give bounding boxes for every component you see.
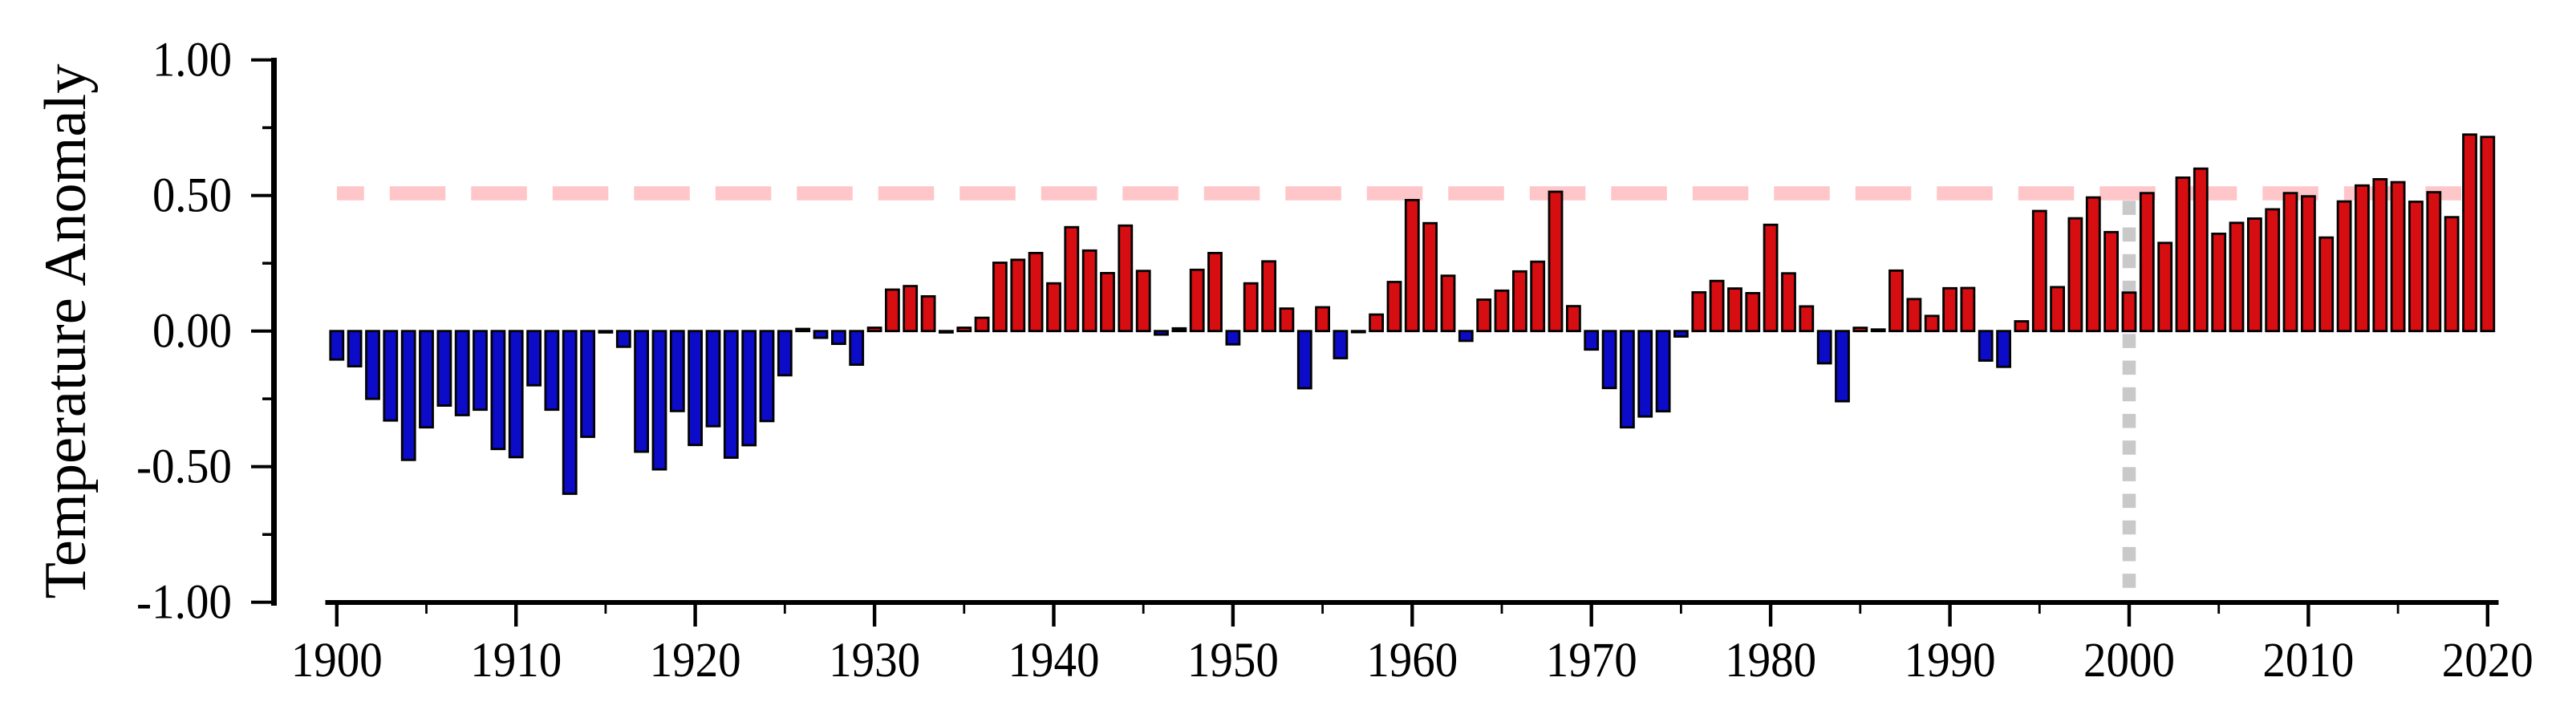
svg-text:0.00: 0.00: [152, 305, 232, 359]
svg-text:-0.50: -0.50: [136, 440, 232, 494]
svg-text:Temperature Anomaly: Temperature Anomaly: [33, 64, 99, 599]
svg-text:1960: 1960: [1366, 634, 1458, 688]
svg-text:0.50: 0.50: [152, 169, 232, 223]
svg-text:1900: 1900: [291, 634, 383, 688]
svg-text:2020: 2020: [2442, 634, 2533, 688]
svg-text:1990: 1990: [1905, 634, 1996, 688]
svg-text:1930: 1930: [829, 634, 920, 688]
svg-text:1920: 1920: [650, 634, 741, 688]
svg-text:-1.00: -1.00: [136, 576, 232, 630]
svg-text:2010: 2010: [2262, 634, 2354, 688]
svg-text:1910: 1910: [470, 634, 562, 688]
svg-text:1950: 1950: [1187, 634, 1279, 688]
svg-text:1980: 1980: [1725, 634, 1816, 688]
svg-text:1970: 1970: [1546, 634, 1637, 688]
svg-text:1940: 1940: [1008, 634, 1100, 688]
svg-text:1.00: 1.00: [152, 34, 232, 87]
svg-text:2000: 2000: [2083, 634, 2175, 688]
